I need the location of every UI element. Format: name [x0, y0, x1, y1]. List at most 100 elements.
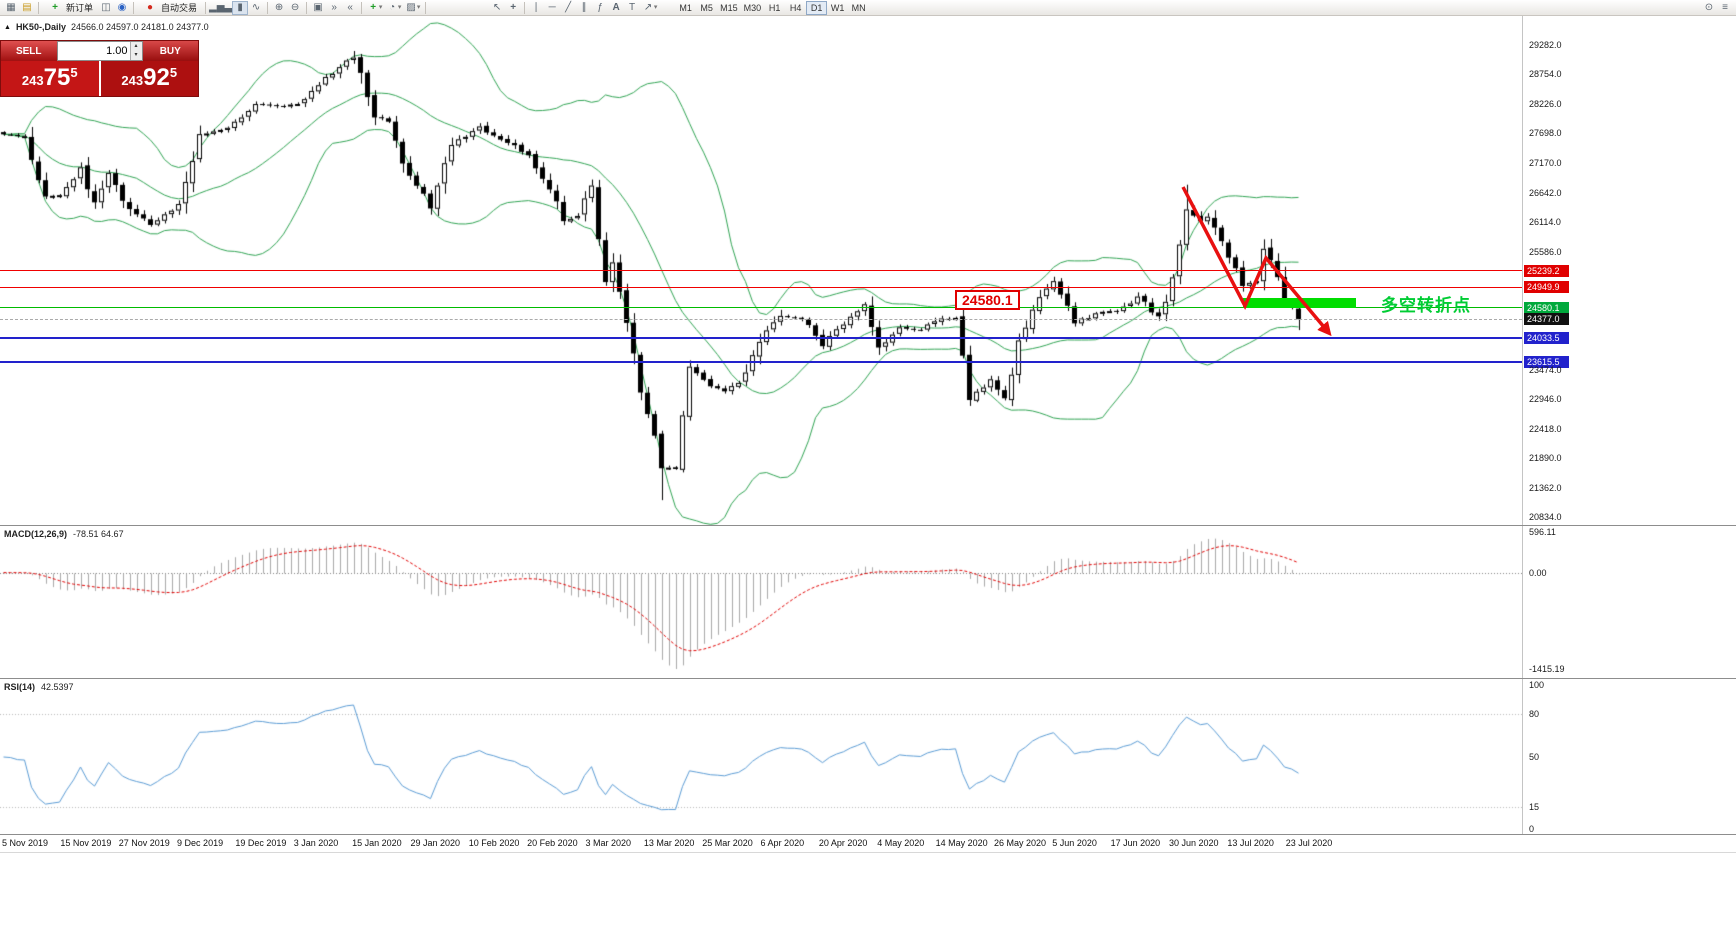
macd-canvas[interactable] [0, 526, 1522, 678]
oneclick-collapse-icon[interactable]: ▲ [4, 23, 11, 31]
buy-price-big: 92 [143, 64, 170, 91]
templates-icon[interactable]: ▨ [406, 1, 416, 13]
time-axis-label: 19 Dec 2019 [235, 838, 287, 848]
buy-price[interactable]: 243 92 5 [100, 61, 198, 96]
price-callout[interactable]: 24580.1 [955, 290, 1020, 310]
macd-axis[interactable]: 596.11 0.00 -1415.19 [1522, 526, 1736, 678]
new-order-plus-icon: + [52, 1, 58, 13]
buy-button[interactable]: BUY [142, 41, 198, 61]
trendline-icon[interactable]: ╱ [565, 1, 572, 13]
templates-caret-icon[interactable]: ▾ [416, 3, 421, 11]
toolbar-separator [361, 1, 363, 14]
price-axis-label: 28754.0 [1529, 69, 1562, 80]
timeframe-m15-button[interactable]: M15 [717, 1, 741, 15]
hline-24580.1[interactable] [0, 307, 1522, 309]
toolbar-separator [205, 1, 207, 14]
rsi-canvas[interactable] [0, 679, 1522, 834]
cycle-icon[interactable]: ◉ [117, 1, 127, 13]
toolbar-separator [524, 1, 526, 14]
channel-icon[interactable]: ∥ [581, 1, 587, 13]
turning-point-zone[interactable] [1243, 298, 1356, 308]
one-click-trading-panel: SELL ▴ ▾ BUY 243 75 5 [0, 40, 199, 97]
time-axis-label: 15 Jan 2020 [352, 838, 402, 848]
time-axis-label: 5 Nov 2019 [2, 838, 49, 848]
volume-decrease-button[interactable]: ▾ [130, 51, 142, 60]
timeframe-m30-button[interactable]: M30 [741, 1, 765, 15]
time-axis[interactable]: 5 Nov 2019 15 Nov 2019 27 Nov 2019 9 Dec 20… [0, 835, 1736, 852]
main-toolbar: ▦ ▤ + 新订单 ◫ ◉ ● 自动交易 ▂▅▃ ▮ ∿ ⊕ ⊖ ▣ » « +… [0, 0, 1736, 16]
sell-price[interactable]: 243 75 5 [1, 61, 99, 96]
timeframe-mn-button[interactable]: MN [848, 1, 869, 15]
arrows-caret-icon[interactable]: ▾ [653, 3, 658, 11]
crosshair-icon[interactable]: + [510, 1, 517, 13]
search-icon[interactable]: ⊙ [1704, 1, 1714, 13]
hline-24377.0[interactable] [0, 318, 1522, 320]
price-axis[interactable]: 25239.2 24949.9 24580.1 24377.0 24033.5 23615… [1522, 16, 1736, 525]
timeframe-m1-button[interactable]: M1 [675, 1, 696, 15]
candlestick-chart-icon[interactable]: ▮ [232, 0, 249, 15]
toolbar-separator [38, 1, 39, 14]
volume-increase-button[interactable]: ▴ [130, 42, 142, 51]
price-axis-label: 26114.0 [1529, 217, 1561, 228]
hline-24949.9[interactable] [0, 286, 1522, 288]
pane-separator [0, 834, 1736, 835]
chart-workspace: 24580.1 多空转折点 ▲ HK50-,Daily 24566.0 2459… [0, 16, 1736, 942]
turning-point-label[interactable]: 多空转折点 [1381, 296, 1471, 315]
fibonacci-icon[interactable]: ƒ [597, 1, 603, 13]
price-tag-24377.0: 24377.0 [1524, 313, 1569, 326]
time-axis-label: 17 Jun 2020 [1110, 838, 1161, 848]
price-axis-label: 29282.0 [1529, 39, 1562, 50]
hline-24033.5[interactable] [0, 337, 1522, 340]
chart-window-icon[interactable]: ◫ [101, 1, 111, 13]
timeframe-m5-button[interactable]: M5 [696, 1, 717, 15]
pane-separator[interactable] [0, 678, 1736, 679]
periods-icon[interactable]: ◔ [389, 1, 396, 13]
text-tool-icon[interactable]: A [612, 1, 620, 13]
autotrading-status-icon: ● [146, 1, 154, 13]
timeframe-h4-button[interactable]: H4 [785, 1, 806, 15]
autotrading-button[interactable]: ● 自动交易 [137, 0, 202, 15]
cursor-icon[interactable]: ↖ [492, 1, 502, 13]
menu-icon[interactable]: ≡ [1722, 1, 1728, 13]
price-axis-label: 21362.0 [1529, 482, 1562, 493]
sell-button[interactable]: SELL [1, 41, 57, 61]
time-axis-label: 3 Jan 2020 [293, 838, 339, 848]
timeframe-h1-button[interactable]: H1 [764, 1, 785, 15]
rsi-pane: RSI(14) 42.5397 100 80 50 15 0 [0, 679, 1736, 834]
timeframe-d1-button[interactable]: D1 [806, 0, 828, 15]
profiles-icon[interactable]: ▤ [22, 1, 32, 13]
periods-caret-icon[interactable]: ▾ [397, 3, 402, 11]
line-chart-icon[interactable]: ∿ [251, 1, 261, 13]
vertical-line-icon[interactable]: ∣ [533, 1, 539, 13]
macd-pane: MACD(12,26,9) -78.51 64.67 596.11 0.00 -14… [0, 526, 1736, 678]
rsi-value: 42.5397 [41, 682, 74, 692]
macd-axis-label: 596.11 [1529, 527, 1556, 537]
hline-25239.2[interactable] [0, 270, 1522, 272]
pane-separator[interactable] [0, 525, 1736, 526]
time-axis-label: 27 Nov 2019 [118, 838, 170, 848]
indicators-icon[interactable]: + [370, 1, 377, 13]
arrows-tool-icon[interactable]: ↗ [643, 1, 653, 13]
chart-shift-icon[interactable]: « [347, 1, 353, 13]
hline-23615.5[interactable] [0, 360, 1522, 363]
new-order-button[interactable]: + 新订单 [42, 0, 98, 15]
timeframe-w1-button[interactable]: W1 [827, 1, 848, 15]
rsi-axis[interactable]: 100 80 50 15 0 [1522, 679, 1736, 834]
zoom-out-icon[interactable]: ⊖ [290, 1, 300, 13]
bar-chart-icon[interactable]: ▂▅▃ [209, 1, 233, 13]
price-axis-label: 27698.0 [1529, 128, 1562, 139]
indicators-caret-icon[interactable]: ▾ [378, 3, 383, 11]
rsi-axis-label: 0 [1529, 824, 1535, 834]
tile-windows-icon[interactable]: ▣ [313, 1, 323, 13]
new-chart-icon[interactable]: ▦ [6, 1, 16, 13]
volume-input[interactable] [57, 42, 130, 60]
auto-scroll-icon[interactable]: » [331, 1, 337, 13]
time-axis-label: 9 Dec 2019 [177, 838, 224, 848]
horizontal-line-icon[interactable]: ─ [548, 1, 556, 13]
sell-price-small: 243 [21, 73, 44, 88]
zoom-in-icon[interactable]: ⊕ [274, 1, 284, 13]
chart-title: ▲ HK50-,Daily 24566.0 24597.0 24181.0 24… [4, 22, 209, 32]
macd-header: MACD(12,26,9) -78.51 64.67 [4, 529, 124, 539]
label-tool-icon[interactable]: T [629, 1, 636, 13]
